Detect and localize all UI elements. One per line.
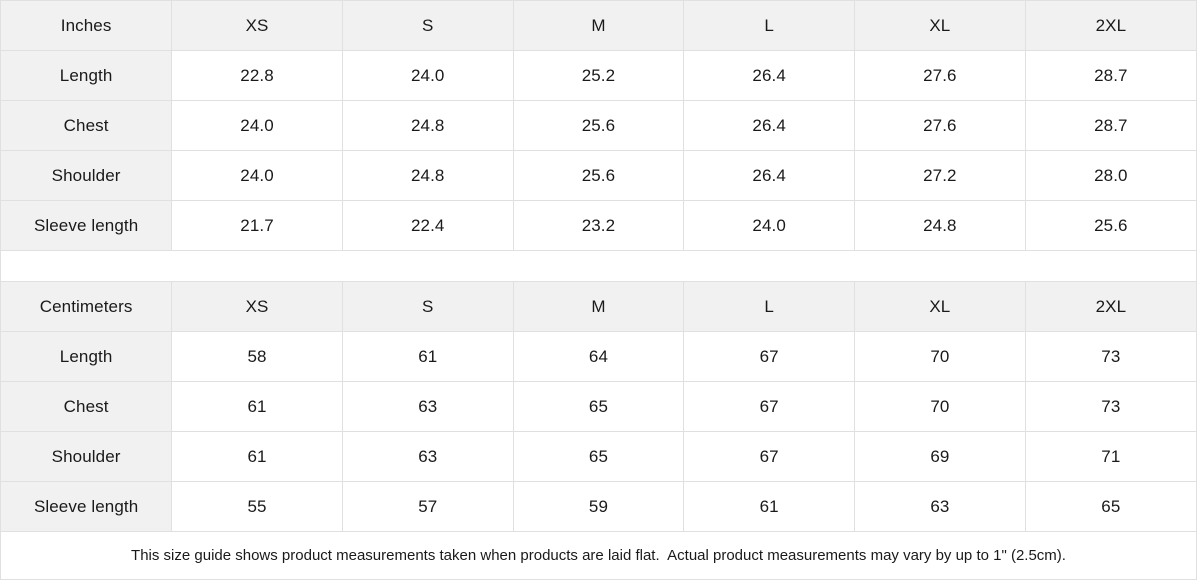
unit-header-cell: Inches: [1, 1, 173, 51]
measurement-value-cell: 27.6: [854, 50, 1026, 101]
measurement-value-cell: 59: [513, 481, 685, 532]
measurement-value-cell: 25.6: [513, 100, 685, 151]
measurement-row: Sleeve length 21.7 22.4 23.2 24.0 24.8 25.6: [1, 200, 1196, 251]
measurement-row: Chest 61 63 65 67 70 73: [1, 381, 1196, 432]
measurement-value-cell: 64: [513, 331, 685, 382]
size-table-inches: Inches XS S M L XL 2XL Length 22.8 24.0 25.2 26.4 27…: [1, 1, 1196, 251]
size-table-centimeters: Centimeters XS S M L XL 2XL Length 58 61 64 67 70 73 C…: [1, 282, 1196, 532]
measurement-label-cell: Sleeve length: [1, 481, 173, 532]
measurement-value-cell: 70: [854, 331, 1026, 382]
measurement-label-cell: Shoulder: [1, 150, 173, 201]
measurement-value-cell: 69: [854, 431, 1026, 482]
measurement-value-cell: 67: [683, 431, 856, 482]
measurement-row: Shoulder 24.0 24.8 25.6 26.4 27.2 28.0: [1, 150, 1196, 201]
measurement-row: Sleeve length 55 57 59 61 63 65: [1, 481, 1196, 532]
measurement-value-cell: 25.2: [513, 50, 685, 101]
measurement-value-cell: 24.0: [342, 50, 514, 101]
measurement-row: Length 58 61 64 67 70 73: [1, 331, 1196, 382]
size-header-cell: XL: [854, 1, 1026, 51]
measurement-value-cell: 21.7: [171, 200, 343, 251]
size-header-cell: L: [683, 282, 856, 332]
measurement-value-cell: 65: [1025, 481, 1196, 532]
measurement-value-cell: 55: [171, 481, 343, 532]
measurement-value-cell: 23.2: [513, 200, 685, 251]
measurement-value-cell: 22.8: [171, 50, 343, 101]
measurement-value-cell: 26.4: [683, 150, 856, 201]
measurement-value-cell: 63: [342, 431, 514, 482]
measurement-label-cell: Length: [1, 50, 173, 101]
measurement-value-cell: 61: [683, 481, 856, 532]
measurement-value-cell: 67: [683, 381, 856, 432]
measurement-row: Shoulder 61 63 65 67 69 71: [1, 431, 1196, 482]
measurement-value-cell: 65: [513, 431, 685, 482]
measurement-value-cell: 73: [1025, 381, 1196, 432]
size-header-cell: S: [342, 1, 514, 51]
measurement-value-cell: 67: [683, 331, 856, 382]
measurement-label-cell: Sleeve length: [1, 200, 173, 251]
size-header-cell: M: [513, 1, 685, 51]
size-header-cell: XL: [854, 282, 1026, 332]
measurement-value-cell: 27.2: [854, 150, 1026, 201]
measurement-value-cell: 26.4: [683, 100, 856, 151]
measurement-value-cell: 71: [1025, 431, 1196, 482]
size-header-row: Centimeters XS S M L XL 2XL: [1, 282, 1196, 332]
measurement-value-cell: 61: [171, 431, 343, 482]
measurement-value-cell: 70: [854, 381, 1026, 432]
measurement-value-cell: 25.6: [513, 150, 685, 201]
size-header-cell: 2XL: [1025, 1, 1196, 51]
measurement-value-cell: 22.4: [342, 200, 514, 251]
footer-note: This size guide shows product measuremen…: [1, 532, 1196, 579]
measurement-label-cell: Chest: [1, 100, 173, 151]
measurement-value-cell: 28.7: [1025, 50, 1196, 101]
measurement-row: Length 22.8 24.0 25.2 26.4 27.6 28.7: [1, 50, 1196, 101]
measurement-value-cell: 73: [1025, 331, 1196, 382]
measurement-row: Chest 24.0 24.8 25.6 26.4 27.6 28.7: [1, 100, 1196, 151]
size-header-cell: S: [342, 282, 514, 332]
measurement-value-cell: 61: [171, 381, 343, 432]
measurement-value-cell: 24.8: [854, 200, 1026, 251]
table-spacer: [1, 251, 1196, 282]
measurement-value-cell: 24.0: [683, 200, 856, 251]
measurement-value-cell: 28.0: [1025, 150, 1196, 201]
measurement-value-cell: 24.0: [171, 100, 343, 151]
measurement-value-cell: 65: [513, 381, 685, 432]
measurement-value-cell: 58: [171, 331, 343, 382]
measurement-value-cell: 57: [342, 481, 514, 532]
measurement-value-cell: 61: [342, 331, 514, 382]
measurement-value-cell: 24.8: [342, 150, 514, 201]
measurement-value-cell: 26.4: [683, 50, 856, 101]
measurement-value-cell: 24.0: [171, 150, 343, 201]
measurement-label-cell: Chest: [1, 381, 173, 432]
measurement-label-cell: Shoulder: [1, 431, 173, 482]
size-header-cell: XS: [171, 1, 343, 51]
size-header-cell: M: [513, 282, 685, 332]
measurement-value-cell: 63: [854, 481, 1026, 532]
measurement-value-cell: 63: [342, 381, 514, 432]
size-header-cell: XS: [171, 282, 343, 332]
measurement-value-cell: 28.7: [1025, 100, 1196, 151]
measurement-value-cell: 24.8: [342, 100, 514, 151]
measurement-value-cell: 27.6: [854, 100, 1026, 151]
size-header-row: Inches XS S M L XL 2XL: [1, 1, 1196, 51]
size-header-cell: L: [683, 1, 856, 51]
size-header-cell: 2XL: [1025, 282, 1196, 332]
measurement-value-cell: 25.6: [1025, 200, 1196, 251]
unit-header-cell: Centimeters: [1, 282, 173, 332]
measurement-label-cell: Length: [1, 331, 173, 382]
